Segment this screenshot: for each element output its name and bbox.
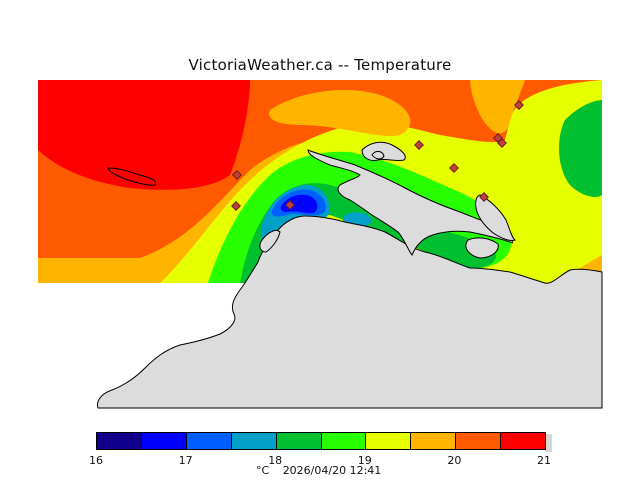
color-scale-legend	[96, 432, 546, 450]
legend-swatch	[186, 433, 232, 449]
station-markers	[231, 100, 524, 211]
legend-tick-label: 21	[537, 454, 551, 467]
legend-tick-label: 17	[178, 454, 193, 467]
band-right-green	[558, 100, 602, 197]
land-south-peninsula	[97, 215, 603, 409]
legend-timestamp: 2026/04/20 12:41	[282, 464, 382, 477]
legend-tick-label: 19	[357, 454, 372, 467]
land-inlet-west	[259, 229, 281, 253]
band-top-right-pocket	[470, 80, 525, 134]
legend-swatch	[321, 433, 367, 449]
land-north-island	[307, 149, 513, 256]
land-masses	[97, 141, 603, 409]
land-east-lake	[107, 167, 157, 186]
legend-tick-label: 20	[447, 454, 462, 467]
legend-caption: °C 2026/04/20 12:41	[256, 464, 381, 477]
station-marker	[414, 140, 424, 150]
station-marker	[231, 201, 241, 211]
station-marker	[479, 192, 489, 202]
station-marker	[285, 200, 295, 210]
band-top-orange	[269, 90, 411, 137]
land-east-coast	[475, 194, 517, 241]
station-marker	[497, 138, 507, 148]
legend-swatch	[97, 433, 142, 449]
legend-unit: °C	[256, 464, 270, 477]
legend-tick-label: 16	[89, 454, 103, 467]
legend-shadow	[545, 434, 552, 452]
legend-swatch	[231, 433, 277, 449]
station-marker	[449, 163, 459, 173]
legend-swatch	[456, 433, 502, 449]
station-marker	[232, 170, 242, 180]
legend-tick-label: 18	[268, 454, 283, 467]
map-title: VictoriaWeather.ca -- Temperature	[188, 56, 452, 74]
legend-swatch	[366, 433, 412, 449]
legend-swatch	[276, 433, 322, 449]
band-205-21	[38, 80, 250, 190]
legend-swatch	[501, 433, 546, 449]
legend-swatch	[411, 433, 457, 449]
land-east-point	[465, 237, 499, 259]
legend-swatch	[141, 433, 187, 449]
land-small-island	[371, 150, 385, 160]
station-marker	[514, 100, 524, 110]
